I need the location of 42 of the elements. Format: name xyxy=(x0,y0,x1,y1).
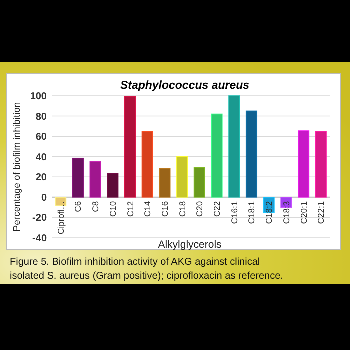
x-tick-label: C20 xyxy=(194,201,205,218)
bar xyxy=(298,130,310,198)
bar xyxy=(107,173,119,198)
y-tick-label: 20 xyxy=(36,172,48,184)
x-tick-label: C20:1 xyxy=(298,201,309,224)
x-tick-label: C12 xyxy=(125,201,136,218)
bar xyxy=(176,156,188,198)
bar xyxy=(159,168,171,198)
x-tick-label: C18:2 xyxy=(264,201,274,224)
x-tick-label: C22 xyxy=(212,201,222,218)
y-tick-label: 100 xyxy=(30,92,48,102)
x-tick-label: Ciprofl… xyxy=(56,201,66,234)
x-tick-label: C8 xyxy=(90,201,101,212)
bar xyxy=(194,167,206,198)
y-tick-label: -40 xyxy=(32,234,48,244)
y-tick-label: 40 xyxy=(36,152,48,164)
x-tick-label: C16 xyxy=(160,201,170,218)
x-tick-label: C22:1 xyxy=(316,201,326,224)
chart-title: Staphylococcus aureus xyxy=(120,80,250,92)
y-tick-label: 0 xyxy=(41,192,48,204)
y-axis-title: Percentage of biofilm inhibition xyxy=(12,102,23,232)
x-tick-label: C6 xyxy=(73,201,84,212)
x-tick-label: C14 xyxy=(142,201,153,218)
x-tick-label: C16:1 xyxy=(229,201,240,224)
bar xyxy=(228,96,240,198)
text: isolated S. aureus (Gram positive); ciprofloxacin as reference. xyxy=(10,271,284,282)
y-tick-label: -20 xyxy=(32,213,48,224)
bar xyxy=(142,131,154,198)
bar xyxy=(246,110,258,198)
bar xyxy=(211,114,223,198)
x-tick-label: C18 xyxy=(177,201,188,218)
x-axis-title: Alkylglycerols xyxy=(158,239,222,251)
bar xyxy=(124,96,136,198)
x-tick-label: C10 xyxy=(108,201,118,218)
bar xyxy=(315,131,327,198)
x-tick-label: C18:1 xyxy=(246,201,257,224)
x-tick-label: C18:3 xyxy=(281,201,292,224)
bar xyxy=(72,158,84,198)
caption: Figure 5. Biofilm inhibition activity of AKG against clinical xyxy=(10,257,260,268)
bar xyxy=(90,162,102,198)
y-tick-label: 60 xyxy=(36,132,48,144)
y-tick-label: 80 xyxy=(36,112,48,123)
